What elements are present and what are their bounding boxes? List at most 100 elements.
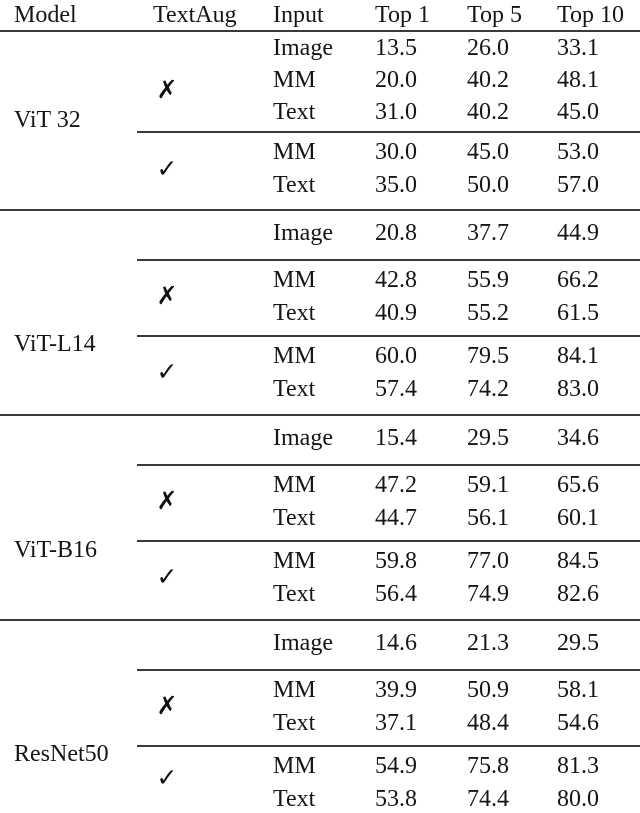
input-cell: MM bbox=[273, 139, 316, 165]
input-cell: Text bbox=[273, 710, 316, 736]
top1-cell: 47.2 bbox=[375, 472, 417, 498]
input-cell: Text bbox=[273, 300, 316, 326]
top10-cell: 65.6 bbox=[557, 472, 599, 498]
group-divider-rule bbox=[137, 540, 640, 542]
group-divider-rule bbox=[137, 259, 640, 261]
cross-mark-icon: ✗ bbox=[156, 486, 178, 515]
top1-cell: 13.5 bbox=[375, 35, 417, 61]
table-row: MM 47.2 59.1 65.6 bbox=[0, 469, 640, 502]
input-cell: Text bbox=[273, 172, 316, 198]
top1-cell: 20.0 bbox=[375, 67, 417, 93]
column-header-input: Input bbox=[273, 2, 324, 28]
top5-cell: 56.1 bbox=[467, 505, 509, 531]
table-row: Image 13.5 26.0 33.1 bbox=[0, 32, 640, 64]
group-divider-rule bbox=[137, 464, 640, 466]
table-row: Text 44.7 56.1 60.1 bbox=[0, 502, 640, 535]
top5-cell: 77.0 bbox=[467, 548, 509, 574]
table-row: MM 30.0 45.0 53.0 bbox=[0, 136, 640, 169]
input-cell: Image bbox=[273, 220, 333, 246]
top5-cell: 29.5 bbox=[467, 425, 509, 451]
top5-cell: 74.9 bbox=[467, 581, 509, 607]
input-cell: MM bbox=[273, 343, 316, 369]
column-header-model: Model bbox=[14, 2, 77, 28]
table-row: MM 20.0 40.2 48.1 bbox=[0, 64, 640, 96]
check-mark-icon: ✓ bbox=[156, 562, 178, 591]
top1-cell: 39.9 bbox=[375, 677, 417, 703]
top1-cell: 54.9 bbox=[375, 753, 417, 779]
top10-cell: 66.2 bbox=[557, 267, 599, 293]
top10-cell: 54.6 bbox=[557, 710, 599, 736]
check-mark-icon: ✓ bbox=[156, 357, 178, 386]
input-cell: Text bbox=[273, 581, 316, 607]
top5-cell: 45.0 bbox=[467, 139, 509, 165]
group-divider-rule bbox=[137, 335, 640, 337]
top10-cell: 57.0 bbox=[557, 172, 599, 198]
group-divider-rule bbox=[137, 745, 640, 747]
table-row: Text 31.0 40.2 45.0 bbox=[0, 96, 640, 128]
top1-cell: 44.7 bbox=[375, 505, 417, 531]
table-row: Text 37.1 48.4 54.6 bbox=[0, 707, 640, 740]
top5-cell: 59.1 bbox=[467, 472, 509, 498]
top1-cell: 57.4 bbox=[375, 376, 417, 402]
section-resnet50: ResNet50 ✗ ✓ Image 14.6 21.3 29.5 MM 39.… bbox=[0, 621, 640, 813]
cross-mark-icon: ✗ bbox=[156, 281, 178, 310]
top5-cell: 55.2 bbox=[467, 300, 509, 326]
check-mark-icon: ✓ bbox=[156, 154, 178, 183]
table-row: Image 20.8 37.7 44.9 bbox=[0, 211, 640, 256]
group-divider-rule bbox=[137, 669, 640, 671]
top10-cell: 29.5 bbox=[557, 630, 599, 656]
top1-cell: 20.8 bbox=[375, 220, 417, 246]
column-header-top1: Top 1 bbox=[375, 2, 430, 28]
top1-cell: 15.4 bbox=[375, 425, 417, 451]
table-row: MM 60.0 79.5 84.1 bbox=[0, 340, 640, 373]
input-cell: MM bbox=[273, 67, 316, 93]
top1-cell: 14.6 bbox=[375, 630, 417, 656]
input-cell: MM bbox=[273, 753, 316, 779]
group-divider-rule bbox=[137, 131, 640, 133]
top10-cell: 45.0 bbox=[557, 99, 599, 125]
cross-mark-icon: ✗ bbox=[156, 75, 178, 104]
table-row: MM 42.8 55.9 66.2 bbox=[0, 264, 640, 297]
table-row: MM 39.9 50.9 58.1 bbox=[0, 674, 640, 707]
top5-cell: 74.2 bbox=[467, 376, 509, 402]
top1-cell: 59.8 bbox=[375, 548, 417, 574]
top5-cell: 21.3 bbox=[467, 630, 509, 656]
top1-cell: 35.0 bbox=[375, 172, 417, 198]
cross-mark-icon: ✗ bbox=[156, 691, 178, 720]
table-row: Text 35.0 50.0 57.0 bbox=[0, 169, 640, 202]
top10-cell: 84.5 bbox=[557, 548, 599, 574]
top1-cell: 40.9 bbox=[375, 300, 417, 326]
input-cell: MM bbox=[273, 267, 316, 293]
top1-cell: 53.8 bbox=[375, 786, 417, 812]
top10-cell: 60.1 bbox=[557, 505, 599, 531]
top1-cell: 42.8 bbox=[375, 267, 417, 293]
top10-cell: 34.6 bbox=[557, 425, 599, 451]
table-row: MM 59.8 77.0 84.5 bbox=[0, 545, 640, 578]
section-divider-rule bbox=[0, 209, 640, 211]
input-cell: Text bbox=[273, 786, 316, 812]
table-header-row: Model TextAug Input Top 1 Top 5 Top 10 bbox=[0, 0, 640, 30]
top5-cell: 50.0 bbox=[467, 172, 509, 198]
table-row: Image 14.6 21.3 29.5 bbox=[0, 621, 640, 666]
top5-cell: 48.4 bbox=[467, 710, 509, 736]
table-row: Text 56.4 74.9 82.6 bbox=[0, 578, 640, 611]
input-cell: MM bbox=[273, 548, 316, 574]
top1-cell: 37.1 bbox=[375, 710, 417, 736]
model-label: ViT-L14 bbox=[14, 331, 96, 357]
input-cell: Image bbox=[273, 630, 333, 656]
model-label: ResNet50 bbox=[14, 741, 109, 767]
top10-cell: 80.0 bbox=[557, 786, 599, 812]
top5-cell: 26.0 bbox=[467, 35, 509, 61]
top5-cell: 75.8 bbox=[467, 753, 509, 779]
header-rule bbox=[0, 30, 640, 32]
top10-cell: 33.1 bbox=[557, 35, 599, 61]
top10-cell: 58.1 bbox=[557, 677, 599, 703]
input-cell: MM bbox=[273, 677, 316, 703]
model-label: ViT-B16 bbox=[14, 537, 98, 563]
model-label: ViT 32 bbox=[14, 107, 81, 133]
check-mark-icon: ✓ bbox=[156, 763, 178, 792]
input-cell: MM bbox=[273, 472, 316, 498]
column-header-top5: Top 5 bbox=[467, 2, 522, 28]
top5-cell: 40.2 bbox=[467, 67, 509, 93]
